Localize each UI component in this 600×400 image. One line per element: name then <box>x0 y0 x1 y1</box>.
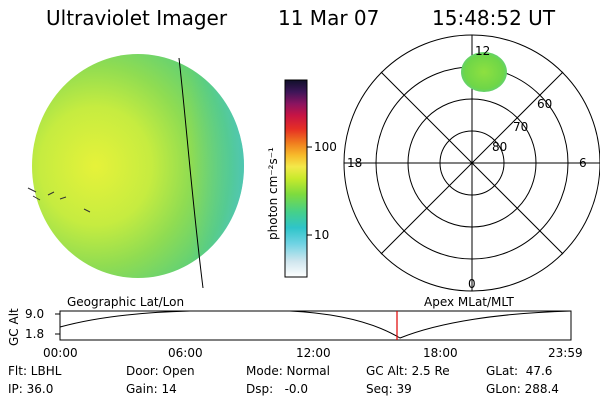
mlt-label-12: 12 <box>475 44 491 58</box>
timeline-x-tick-1800: 18:00 <box>423 346 458 360</box>
timeline-right-label: Apex MLat/MLT <box>424 295 514 309</box>
info-glat: GLat: 47.6 <box>486 364 553 378</box>
timeline-x-tick-2359: 23:59 <box>548 346 583 360</box>
altitude-curve <box>59 310 572 339</box>
coastline-marks <box>27 187 91 213</box>
info-gc-alt: GC Alt: 2.5 Re <box>366 364 450 378</box>
app-title: Ultraviolet Imager <box>46 6 228 30</box>
lat-label-70: 70 <box>513 120 529 134</box>
info-mode: Mode: Normal <box>246 364 330 378</box>
timeline-x-tick-0000: 00:00 <box>43 346 78 360</box>
timeline-y-tick-1-8: 1.8 <box>25 327 45 341</box>
lat-label-80: 80 <box>492 140 508 154</box>
timeline-x-tick-0600: 06:00 <box>168 346 203 360</box>
mlt-label-18: 18 <box>347 156 363 170</box>
info-flt: Flt: LBHL <box>8 364 62 378</box>
timeline-left-label: Geographic Lat/Lon <box>67 295 185 309</box>
date-label: 11 Mar 07 <box>278 6 380 30</box>
mlt-label-6: 6 <box>579 156 587 170</box>
info-glon: GLon: 288.4 <box>486 382 559 396</box>
info-seq: Seq: 39 <box>366 382 412 396</box>
timeline-y-tick-9: 9.0 <box>25 307 45 321</box>
colorbar-tick-100: 100 <box>314 140 337 154</box>
colorbar <box>284 79 312 278</box>
info-ip: IP: 36.0 <box>8 382 54 396</box>
timeline-x-tick-1200: 12:00 <box>296 346 331 360</box>
time-label: 15:48:52 UT <box>432 6 556 30</box>
timeline-y-axis-label: GC Alt <box>7 308 21 346</box>
earth-image <box>27 54 244 289</box>
aurora-blob <box>461 52 507 92</box>
colorbar-unit-label: photon cm⁻²s⁻¹ <box>266 147 280 240</box>
colorbar-tick-10: 10 <box>314 228 330 242</box>
info-dsp: Dsp: -0.0 <box>246 382 309 396</box>
polar-plot <box>343 34 600 292</box>
mlt-label-0: 0 <box>468 277 476 291</box>
timeline-plot <box>55 310 572 341</box>
info-gain: Gain: 14 <box>126 382 177 396</box>
terminator-line <box>178 57 204 289</box>
lat-label-60: 60 <box>537 97 553 111</box>
info-door: Door: Open <box>126 364 195 378</box>
